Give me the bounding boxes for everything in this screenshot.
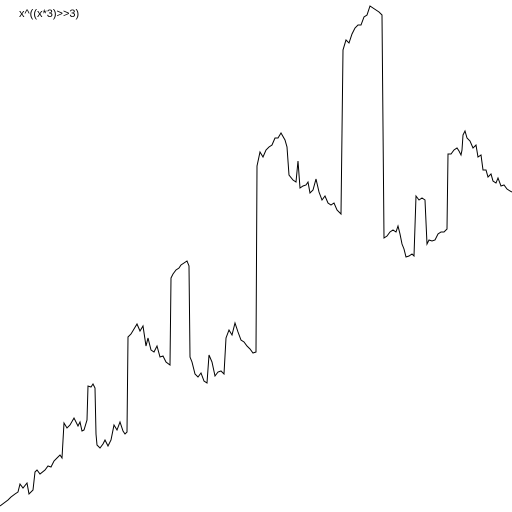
series-line-0 [0, 5, 512, 507]
chart-title: x^((x*3)>>3) [19, 8, 80, 20]
